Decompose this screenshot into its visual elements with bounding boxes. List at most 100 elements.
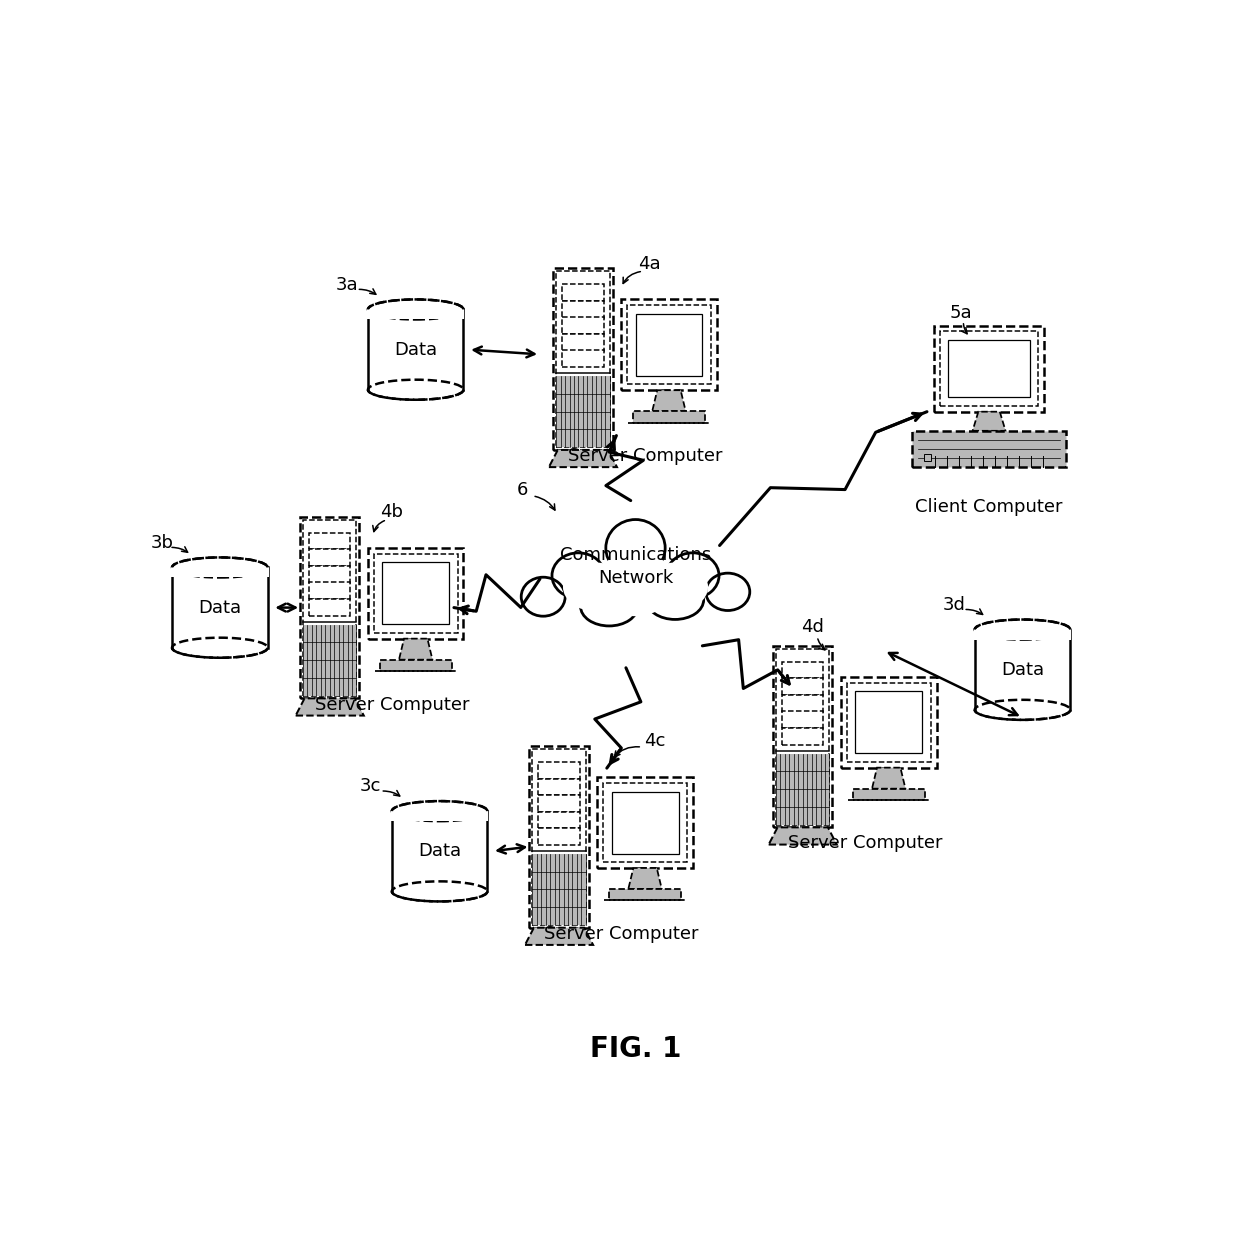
Bar — [309, 566, 351, 582]
Text: Data: Data — [1001, 660, 1044, 679]
Bar — [776, 753, 830, 824]
Polygon shape — [525, 928, 593, 944]
Bar — [300, 516, 360, 699]
Bar — [562, 284, 604, 302]
Bar — [529, 746, 589, 928]
Bar — [609, 889, 681, 901]
Bar — [562, 350, 604, 367]
Polygon shape — [399, 639, 433, 660]
Ellipse shape — [975, 619, 1070, 639]
Polygon shape — [652, 390, 686, 411]
Bar — [847, 683, 931, 762]
Bar — [309, 582, 351, 599]
Bar — [940, 331, 1038, 406]
Bar — [782, 678, 823, 695]
Text: 6: 6 — [517, 482, 528, 499]
Text: 3a: 3a — [336, 276, 358, 294]
Ellipse shape — [642, 562, 708, 612]
Bar — [538, 812, 580, 829]
Bar — [853, 789, 925, 800]
Bar — [553, 268, 613, 450]
Ellipse shape — [706, 573, 750, 611]
Polygon shape — [549, 450, 618, 467]
Bar — [782, 711, 823, 728]
Bar — [392, 812, 487, 891]
Bar — [949, 340, 1029, 397]
Bar — [538, 828, 580, 845]
Ellipse shape — [596, 551, 675, 617]
Bar — [367, 309, 465, 319]
Ellipse shape — [172, 557, 268, 577]
Text: 4d: 4d — [801, 618, 823, 635]
Bar — [309, 532, 351, 550]
Bar — [782, 728, 823, 745]
Text: 4a: 4a — [639, 254, 661, 273]
Ellipse shape — [392, 802, 487, 822]
Text: Client Computer: Client Computer — [915, 498, 1063, 516]
Polygon shape — [295, 699, 363, 716]
Text: 4b: 4b — [381, 503, 403, 521]
Text: Server Computer: Server Computer — [787, 834, 942, 853]
Polygon shape — [769, 828, 837, 845]
Bar — [782, 695, 823, 711]
Bar — [391, 810, 489, 822]
Bar — [913, 431, 1066, 467]
Bar — [856, 691, 923, 753]
Bar — [303, 624, 356, 695]
Bar — [373, 553, 458, 633]
Bar — [303, 520, 356, 695]
Bar — [557, 272, 610, 447]
Bar — [776, 649, 830, 824]
Bar — [603, 783, 687, 862]
Ellipse shape — [580, 587, 637, 625]
Bar — [627, 305, 711, 385]
Bar — [309, 550, 351, 566]
Ellipse shape — [552, 552, 605, 598]
Text: Data: Data — [418, 843, 461, 860]
Text: Server Computer: Server Computer — [544, 925, 698, 943]
Ellipse shape — [666, 552, 719, 598]
Text: 3d: 3d — [942, 596, 965, 614]
Bar — [368, 309, 464, 390]
Ellipse shape — [646, 581, 703, 619]
Bar — [532, 750, 585, 925]
Bar — [975, 629, 1070, 710]
Text: Data: Data — [394, 340, 438, 359]
Bar — [172, 567, 268, 648]
Ellipse shape — [368, 299, 464, 319]
Bar — [973, 629, 1071, 639]
Bar — [635, 314, 702, 376]
Text: Data: Data — [198, 598, 242, 617]
Text: 5a: 5a — [949, 304, 972, 323]
Bar — [562, 300, 604, 318]
Bar — [782, 661, 823, 679]
Bar — [634, 411, 704, 423]
Text: 3c: 3c — [360, 777, 382, 795]
Bar — [368, 547, 464, 639]
Bar — [773, 645, 832, 828]
Text: Server Computer: Server Computer — [315, 695, 469, 714]
Bar — [538, 778, 580, 795]
Bar — [309, 599, 351, 616]
Bar — [379, 660, 451, 671]
Text: FIG. 1: FIG. 1 — [590, 1035, 681, 1064]
Polygon shape — [629, 867, 662, 889]
Bar — [924, 454, 931, 462]
Ellipse shape — [172, 638, 268, 658]
Bar — [598, 777, 693, 867]
Text: 4c: 4c — [644, 732, 666, 751]
Bar — [532, 854, 585, 925]
Polygon shape — [972, 412, 1006, 431]
Bar — [611, 792, 678, 854]
Ellipse shape — [392, 881, 487, 901]
Bar — [621, 299, 717, 390]
Polygon shape — [872, 768, 905, 789]
Bar — [934, 325, 1044, 412]
Ellipse shape — [563, 562, 629, 612]
Text: Communications
Network: Communications Network — [560, 546, 711, 587]
Ellipse shape — [975, 700, 1070, 720]
Bar — [841, 676, 936, 768]
Bar — [171, 566, 269, 577]
Bar — [538, 795, 580, 812]
Ellipse shape — [521, 577, 565, 617]
